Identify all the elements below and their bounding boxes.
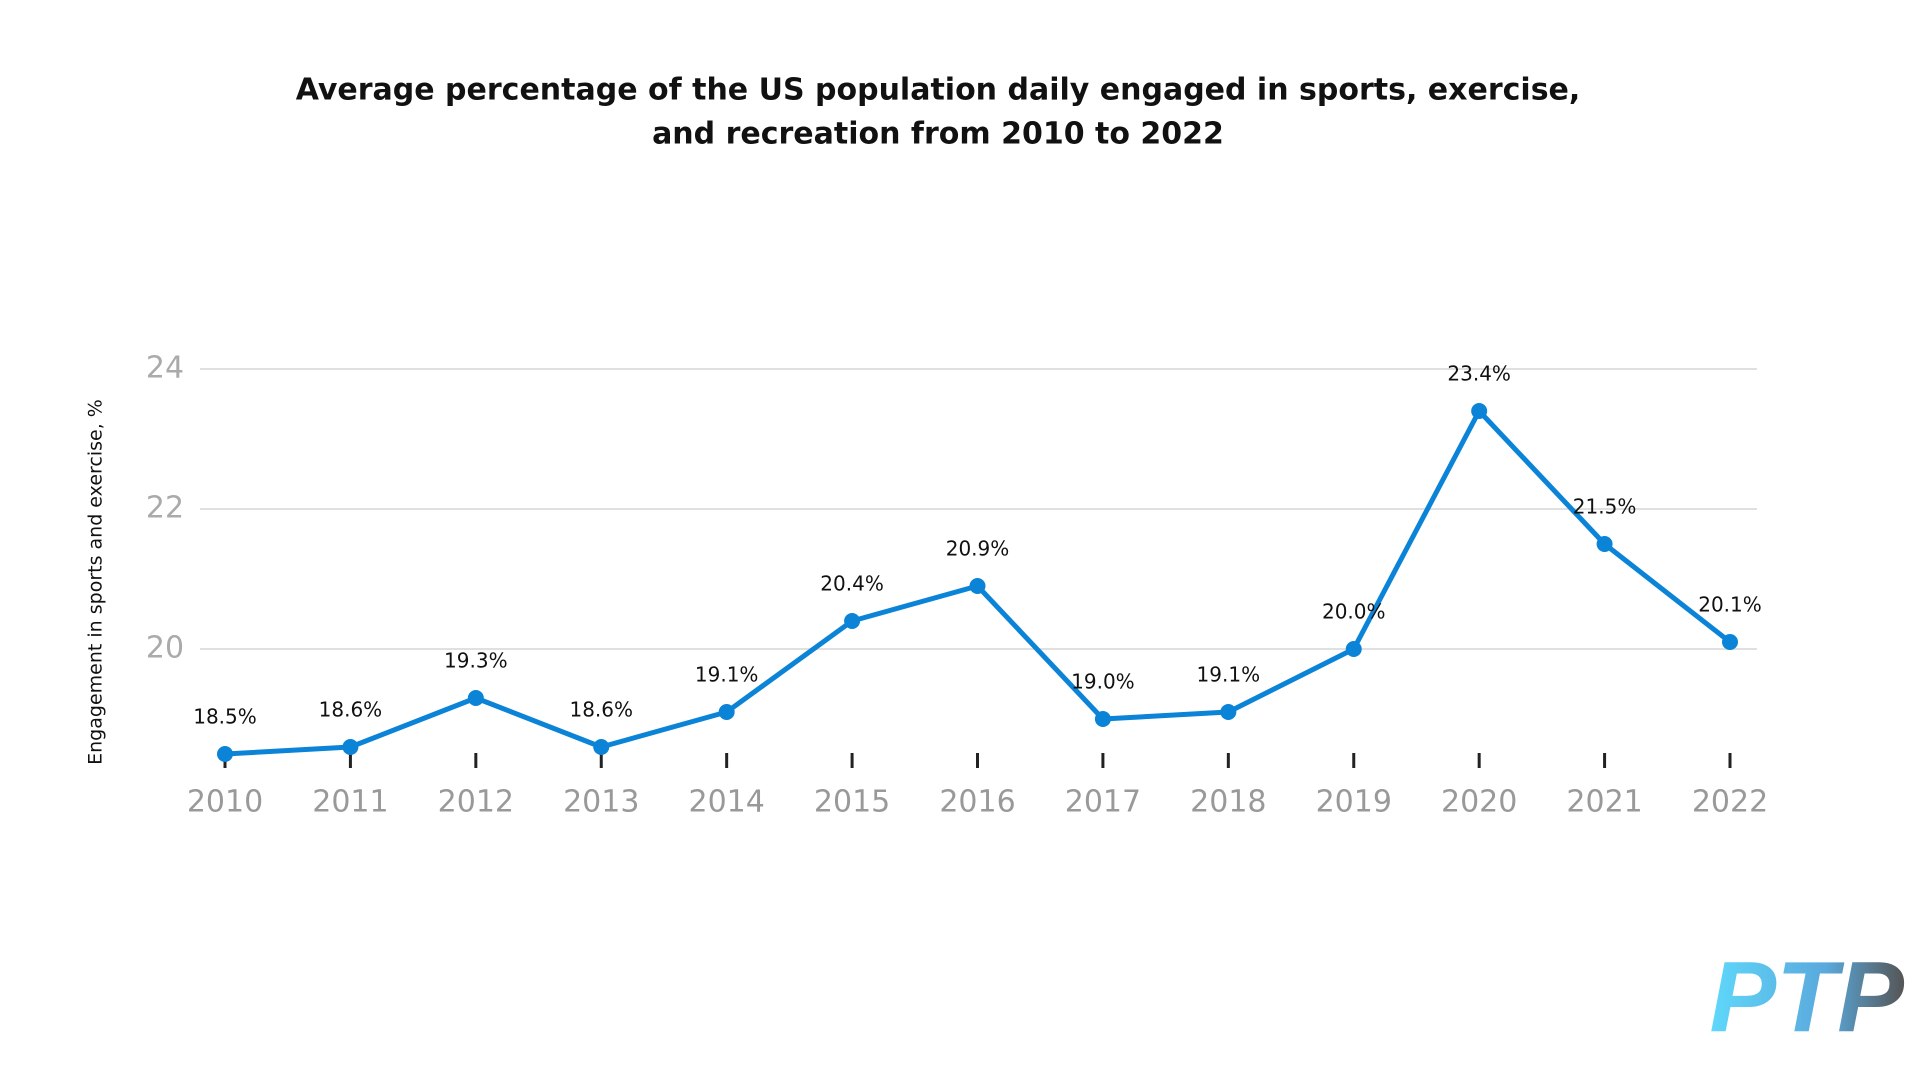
point [1094, 711, 1111, 727]
data-label: 20.4% [820, 572, 884, 596]
point [467, 690, 484, 706]
y-tick-label: 20 [146, 631, 184, 666]
point [1471, 403, 1488, 419]
data-label: 20.9% [946, 537, 1010, 561]
x-tick-label: 2021 [1566, 785, 1642, 820]
y-tick-label: 22 [146, 491, 184, 526]
point [593, 739, 610, 755]
chart-title: and recreation from 2010 to 2022 [652, 117, 1224, 152]
y-axis-title: Engagement in sports and exercise, % [85, 399, 107, 765]
data-label: 19.0% [1071, 670, 1135, 694]
data-label: 21.5% [1573, 495, 1637, 519]
point [1220, 704, 1237, 720]
x-tick-label: 2022 [1692, 785, 1768, 820]
x-tick-label: 2020 [1441, 785, 1517, 820]
x-tick-label: 2015 [814, 785, 890, 820]
point [969, 578, 986, 594]
x-tick-label: 2017 [1065, 785, 1141, 820]
x-tick-label: 2012 [438, 785, 514, 820]
point [718, 704, 735, 720]
data-label: 23.4% [1447, 362, 1511, 386]
x-tick-label: 2011 [312, 785, 388, 820]
data-label: 19.1% [1197, 663, 1261, 687]
data-label: 18.6% [319, 698, 383, 722]
point [844, 613, 861, 629]
chart-title: Average percentage of the US population … [296, 73, 1581, 108]
point [217, 746, 233, 762]
data-label: 19.3% [444, 649, 508, 673]
point [342, 739, 359, 755]
x-tick-label: 2018 [1190, 785, 1266, 820]
data-label: 20.1% [1698, 593, 1762, 617]
x-tick-label: 2013 [563, 785, 639, 820]
x-tick-label: 2016 [939, 785, 1015, 820]
data-label: 18.6% [569, 698, 633, 722]
logo: PTP [1710, 941, 1905, 1053]
data-label: 20.0% [1322, 600, 1386, 624]
point [1596, 536, 1613, 552]
point [1345, 641, 1362, 657]
x-tick-label: 2019 [1316, 785, 1392, 820]
y-tick-label: 24 [146, 351, 184, 386]
x-tick-label: 2014 [688, 785, 764, 820]
x-tick-label: 2010 [187, 785, 263, 820]
data-label: 19.1% [695, 663, 759, 687]
point [1722, 634, 1738, 650]
data-label: 18.5% [193, 705, 257, 729]
